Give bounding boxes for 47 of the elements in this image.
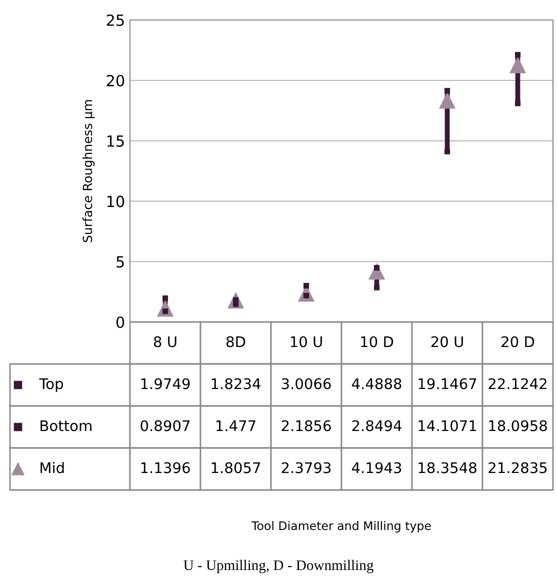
- y-tick-label: 5: [116, 256, 124, 268]
- x-tick-label: 20 D: [502, 336, 534, 348]
- point: [444, 88, 450, 94]
- data-label: 2.3793: [282, 462, 331, 474]
- data-label: 4.1943: [352, 462, 402, 474]
- point: [514, 52, 521, 58]
- data-label: 0.8907: [140, 420, 190, 432]
- point: [232, 301, 239, 307]
- y-axis-title: Surface Roughness µm: [82, 100, 95, 242]
- legend-label: Bottom: [40, 420, 92, 432]
- data-label: 1.1396: [141, 462, 190, 474]
- data-label: 4.4888: [352, 378, 402, 390]
- text: Tool Diameter and Milling type: [252, 521, 431, 532]
- data-label: 1.477: [216, 420, 256, 432]
- data-label: 22.1242: [488, 378, 546, 390]
- y-tick-label: 10: [107, 196, 124, 208]
- point: [514, 100, 521, 106]
- data-label: 1.8057: [212, 462, 260, 474]
- data-label: 1.9749: [141, 378, 190, 390]
- point: [303, 282, 310, 288]
- x-tick-label: 8D: [226, 336, 246, 348]
- data-label: 14.1071: [418, 420, 476, 432]
- data-label: 19.1467: [418, 378, 476, 390]
- text: U - Upmilling, D - Downmilling: [184, 560, 374, 574]
- legend-label: Mid: [40, 462, 64, 474]
- legend-label: Top: [39, 378, 63, 392]
- point: [438, 92, 456, 109]
- point: [444, 148, 450, 154]
- y-tick-label: 0: [116, 316, 124, 328]
- y-tick-label: 25: [106, 14, 124, 26]
- data-label: 2.8494: [352, 420, 402, 432]
- data-label: 3.0066: [282, 378, 331, 390]
- data-label: 18.0958: [489, 420, 547, 432]
- x-tick-label: 8 U: [154, 336, 176, 348]
- point: [509, 56, 526, 74]
- y-tick-label: 20: [106, 74, 124, 86]
- point: [162, 295, 168, 301]
- data-label: 18.3548: [418, 462, 476, 474]
- x-tick-label: 10 D: [361, 336, 394, 348]
- data-label: 2.1856: [282, 420, 331, 432]
- x-tick-label: 10 U: [290, 336, 322, 348]
- point: [374, 264, 380, 271]
- data-label: 1.8234: [212, 378, 260, 390]
- data-label: 21.2835: [488, 462, 547, 474]
- point: [374, 284, 380, 290]
- x-tick-label: 20 U: [431, 336, 463, 348]
- y-tick-label: 15: [107, 135, 124, 147]
